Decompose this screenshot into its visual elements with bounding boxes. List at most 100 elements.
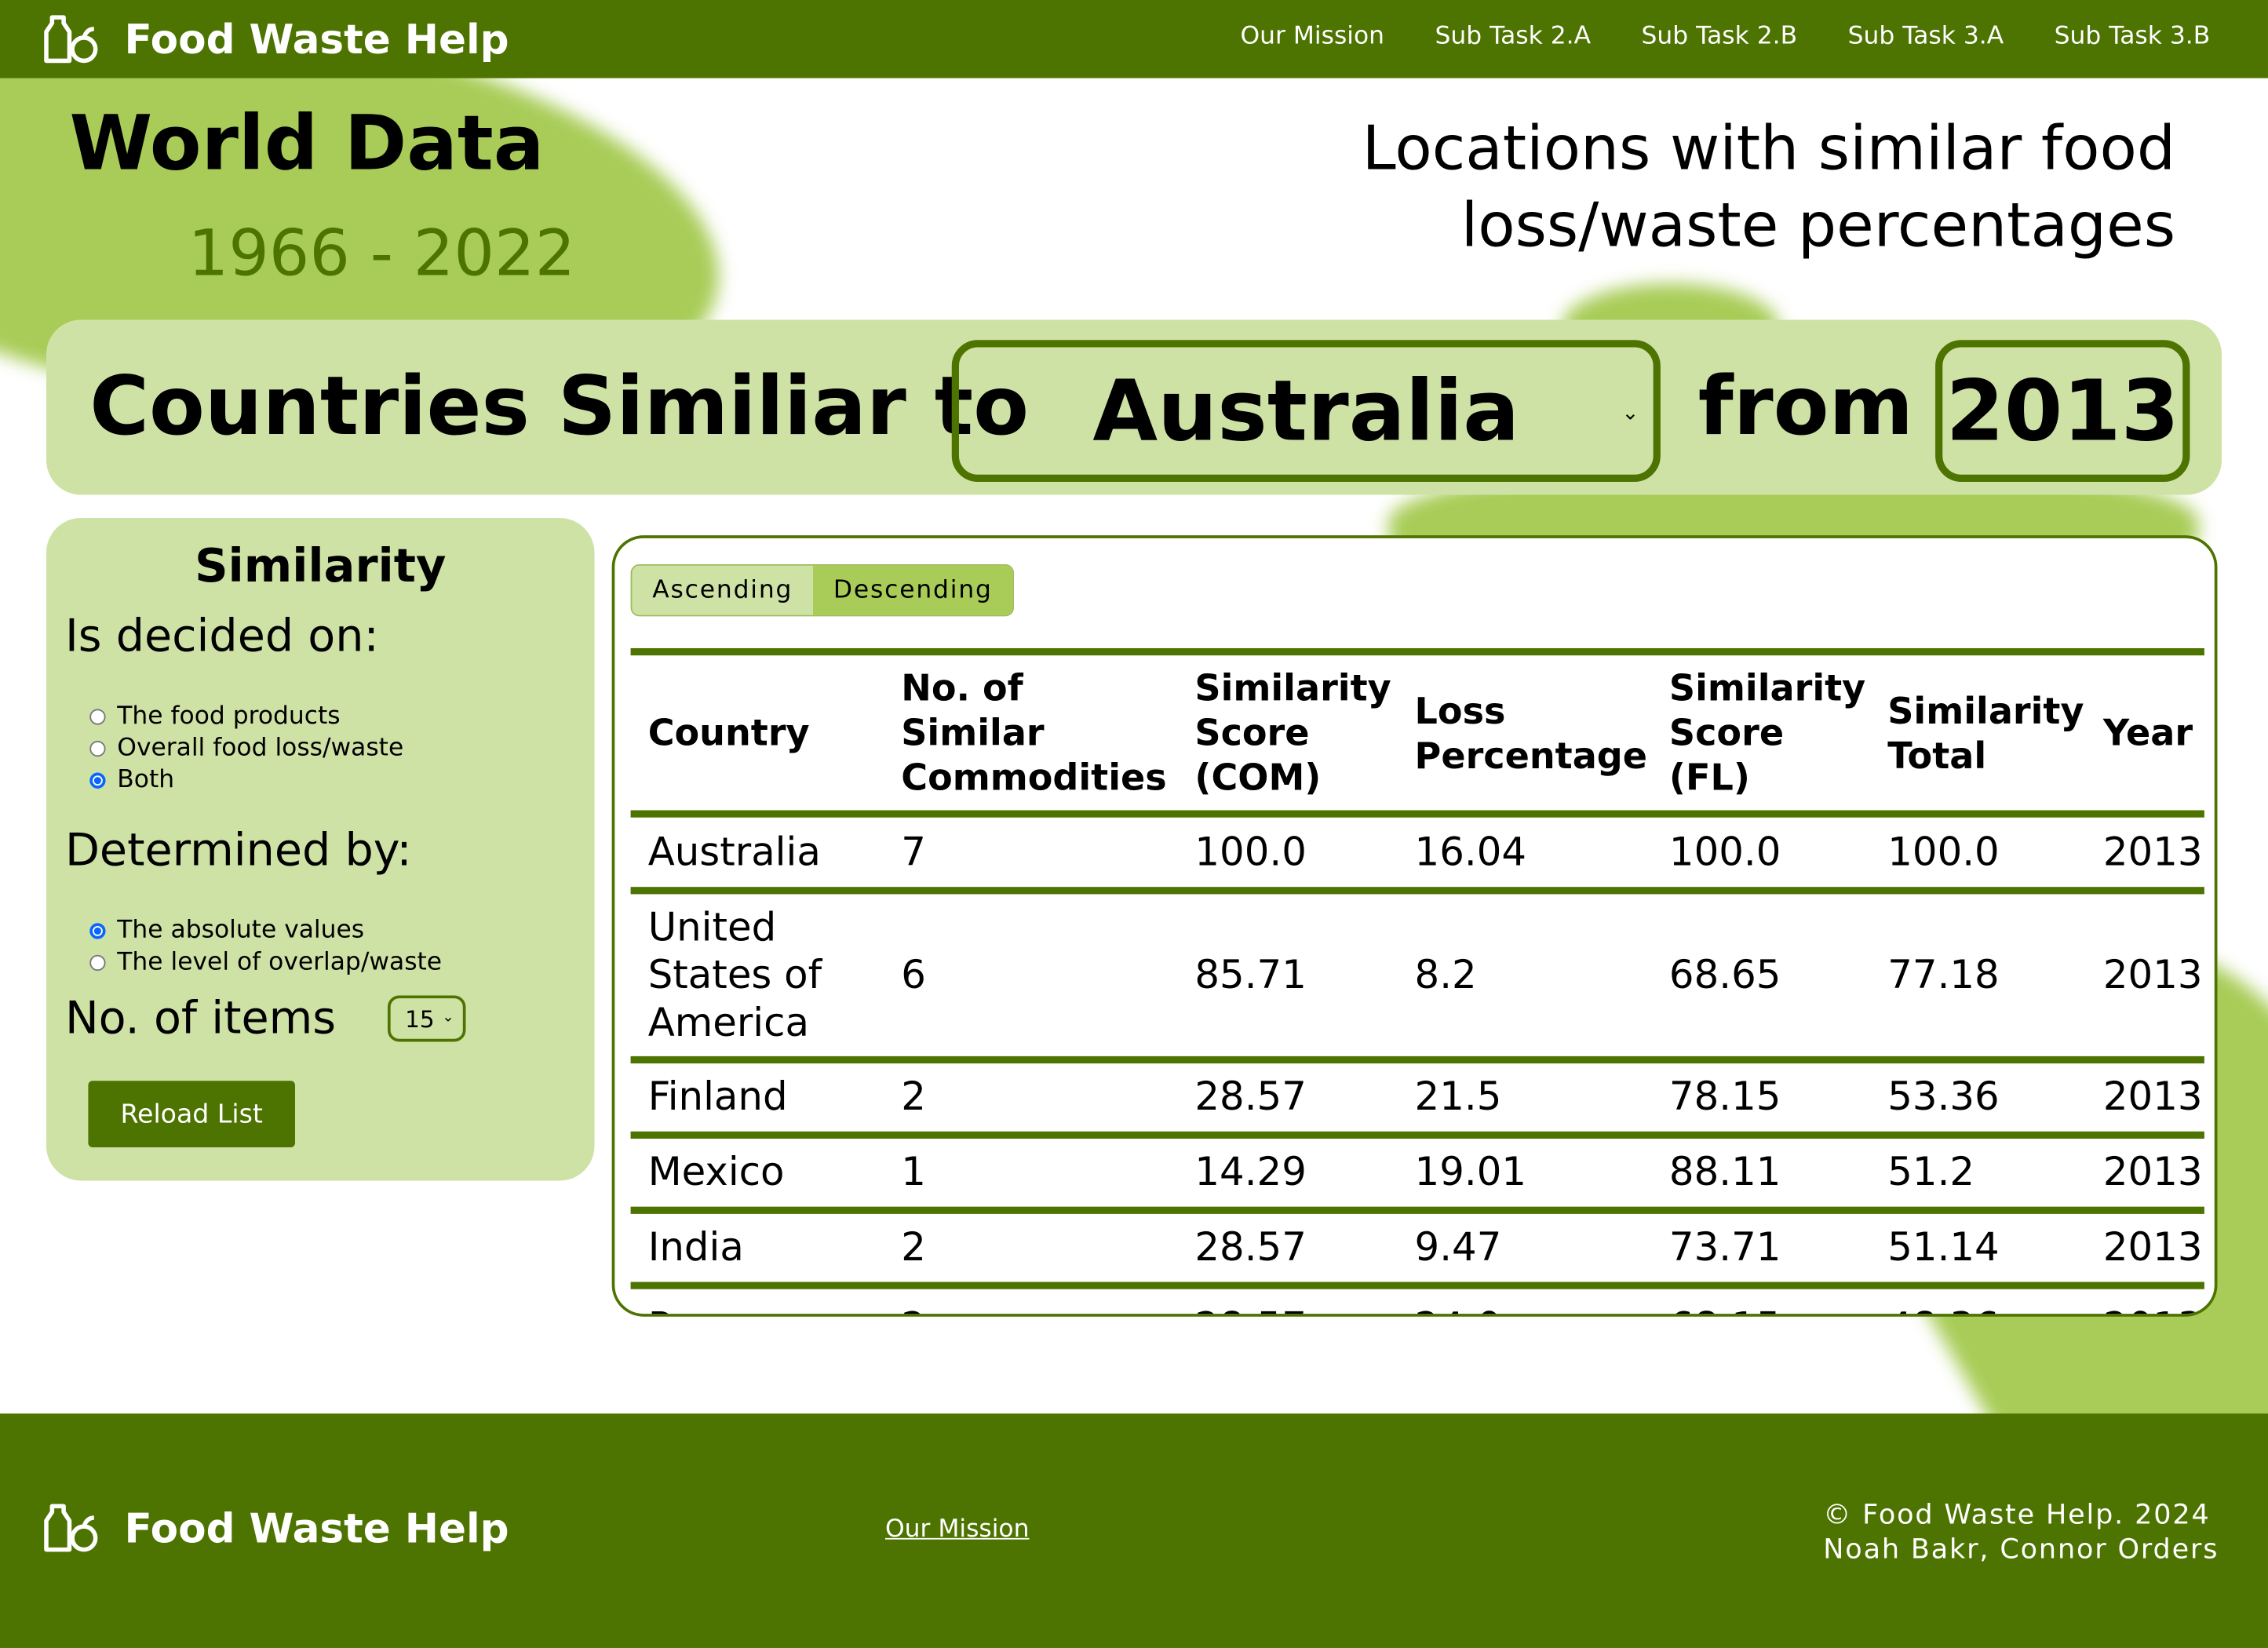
radio-label: The absolute values [117, 916, 365, 945]
table-cell: 2013 [2102, 1074, 2203, 1121]
nav-sub-task-2b[interactable]: Sub Task 2.B [1641, 21, 1798, 51]
chevron-down-icon: ⌄ [1621, 402, 1639, 426]
table-header-row: Country No. of Similar Commodities Simil… [630, 647, 2204, 810]
table-cell: 2013 [2102, 1225, 2203, 1271]
radio-button[interactable] [89, 953, 106, 971]
table-cell: 9.47 [1414, 1225, 1502, 1271]
year-select-value: 2013 [1945, 361, 2180, 461]
radio-button-selected[interactable] [89, 771, 106, 788]
radio-button[interactable] [89, 708, 106, 724]
column-header: Similarity Score (COM) [1194, 666, 1391, 799]
radio-level-overlap[interactable]: The level of overlap/waste [89, 947, 443, 977]
banner-label: Countries Similiar to [89, 360, 1030, 454]
similar-to-banner: Countries Similiar to Australia ⌄ from 2… [46, 319, 2222, 495]
column-header: Year [2102, 712, 2193, 754]
nav-sub-task-3b[interactable]: Sub Task 3.B [2054, 21, 2211, 51]
food-jar-logo-icon [44, 1504, 98, 1552]
brand-link[interactable]: Food Waste Help [43, 12, 509, 67]
table-cell: 53.36 [1887, 1074, 2000, 1121]
footer: Food Waste Help Our Mission © Food Waste… [0, 1413, 2268, 1648]
table-cell: 88.11 [1668, 1150, 1781, 1195]
table-row: India 2 28.57 9.47 73.71 51.14 2013 [630, 1206, 2204, 1282]
table-cell: 6 [901, 953, 926, 998]
table-cell: 16.04 [1414, 829, 1527, 875]
top-navbar: Food Waste Help Our Mission Sub Task 2.A… [0, 0, 2268, 78]
radio-absolute-values[interactable]: The absolute values [89, 916, 364, 945]
nav-sub-task-3a[interactable]: Sub Task 3.A [1847, 21, 2004, 51]
radio-label: The level of overlap/waste [117, 947, 443, 977]
footer-brand-name: Food Waste Help [124, 1504, 509, 1552]
table-cell: 19.01 [1414, 1150, 1527, 1195]
table-row: Panama 2 28.57 24.0 68.15 48.36 2013 [630, 1282, 2204, 1314]
sort-ascending-button[interactable]: Ascending [632, 565, 814, 615]
main-nav: Our Mission Sub Task 2.A Sub Task 2.B Su… [1241, 22, 2211, 51]
results-table: Country No. of Similar Commodities Simil… [630, 647, 2204, 1314]
radio-label: The food products [117, 702, 341, 731]
table-row: Mexico 1 14.29 19.01 88.11 51.2 2013 [630, 1131, 2204, 1207]
footer-our-mission-link[interactable]: Our Mission [884, 1515, 1030, 1544]
column-header: Similarity Score (FL) [1668, 666, 1866, 799]
page-title: World Data [69, 101, 545, 188]
items-count-value: 15 [405, 1004, 435, 1033]
table-cell: 2013 [2086, 1289, 2204, 1314]
radio-food-products[interactable]: The food products [89, 702, 341, 731]
column-header: Similarity Total [1887, 689, 2084, 777]
nav-our-mission[interactable]: Our Mission [1240, 21, 1385, 51]
table-cell: 78.15 [1668, 1074, 1781, 1121]
chevron-down-icon: ⌄ [442, 1009, 454, 1026]
brand-name: Food Waste Help [124, 15, 509, 64]
table-cell: United States of America [647, 905, 822, 1046]
determined-by-label: Determined by: [64, 824, 412, 877]
sort-descending-button[interactable]: Descending [813, 565, 1013, 615]
table-cell: India [647, 1225, 744, 1271]
copyright-text: © Food Waste Help. 2024 [1823, 1499, 2211, 1531]
radio-overall-loss[interactable]: Overall food loss/waste [89, 734, 403, 763]
table-cell: Australia [647, 829, 821, 875]
decided-on-label: Is decided on: [64, 611, 379, 663]
table-cell: 100.0 [1668, 829, 1781, 875]
table-row: Finland 2 28.57 21.5 78.15 53.36 2013 [630, 1056, 2204, 1132]
footer-brand-link[interactable]: Food Waste Help [43, 1500, 509, 1555]
table-cell: 68.15 [1652, 1289, 1870, 1314]
table-cell: 51.2 [1887, 1150, 1975, 1195]
table-cell: 24.0 [1397, 1289, 1651, 1314]
table-cell: 2 [884, 1289, 1177, 1314]
table-row: Australia 7 100.0 16.04 100.0 100.0 2013 [630, 810, 2204, 887]
column-header: Loss Percentage [1414, 689, 1648, 777]
column-header: No. of Similar Commodities [901, 666, 1167, 799]
table-cell: 2013 [2102, 953, 2203, 998]
country-select-value: Australia [1092, 361, 1520, 461]
column-header: Country [647, 712, 810, 754]
table-cell: 48.36 [1870, 1289, 2086, 1314]
section-subtitle: Locations with similar food loss/waste p… [1362, 112, 2176, 261]
table-cell: 73.71 [1668, 1225, 1781, 1271]
food-jar-logo-icon [44, 15, 98, 64]
radio-button-selected[interactable] [89, 922, 106, 939]
table-cell: 1 [901, 1150, 926, 1195]
items-count-select[interactable]: 15 ⌄ [387, 995, 466, 1042]
radio-button[interactable] [89, 740, 106, 757]
table-cell: 85.71 [1194, 953, 1307, 998]
radio-label: Overall food loss/waste [117, 733, 404, 763]
from-label: from [1697, 360, 1914, 454]
table-cell: 21.5 [1414, 1074, 1502, 1121]
radio-both[interactable]: Both [89, 765, 174, 794]
nav-sub-task-2a[interactable]: Sub Task 2.A [1435, 21, 1592, 51]
table-cell: 8.2 [1414, 953, 1477, 998]
year-select[interactable]: 2013 ⌄ [1935, 340, 2190, 482]
table-cell: 7 [901, 829, 926, 875]
table-cell: 2013 [2102, 1150, 2203, 1195]
radio-label: Both [117, 765, 175, 795]
table-cell: 100.0 [1887, 829, 2000, 875]
table-row: United States of America 6 85.71 8.2 68.… [630, 887, 2204, 1056]
results-card: Ascending Descending Country No. of Simi… [611, 535, 2218, 1317]
authors-text: Noah Bakr, Connor Orders [1823, 1533, 2219, 1566]
table-cell: 28.57 [1177, 1289, 1397, 1314]
footer-copyright: © Food Waste Help. 2024 Noah Bakr, Conno… [1823, 1497, 2219, 1566]
table-cell: Panama [631, 1289, 884, 1314]
reload-list-button[interactable]: Reload List [88, 1081, 295, 1148]
table-cell: 28.57 [1194, 1074, 1307, 1121]
country-select[interactable]: Australia ⌄ [951, 340, 1661, 482]
table-cell: 2 [901, 1074, 926, 1121]
table-cell: Finland [647, 1074, 788, 1121]
